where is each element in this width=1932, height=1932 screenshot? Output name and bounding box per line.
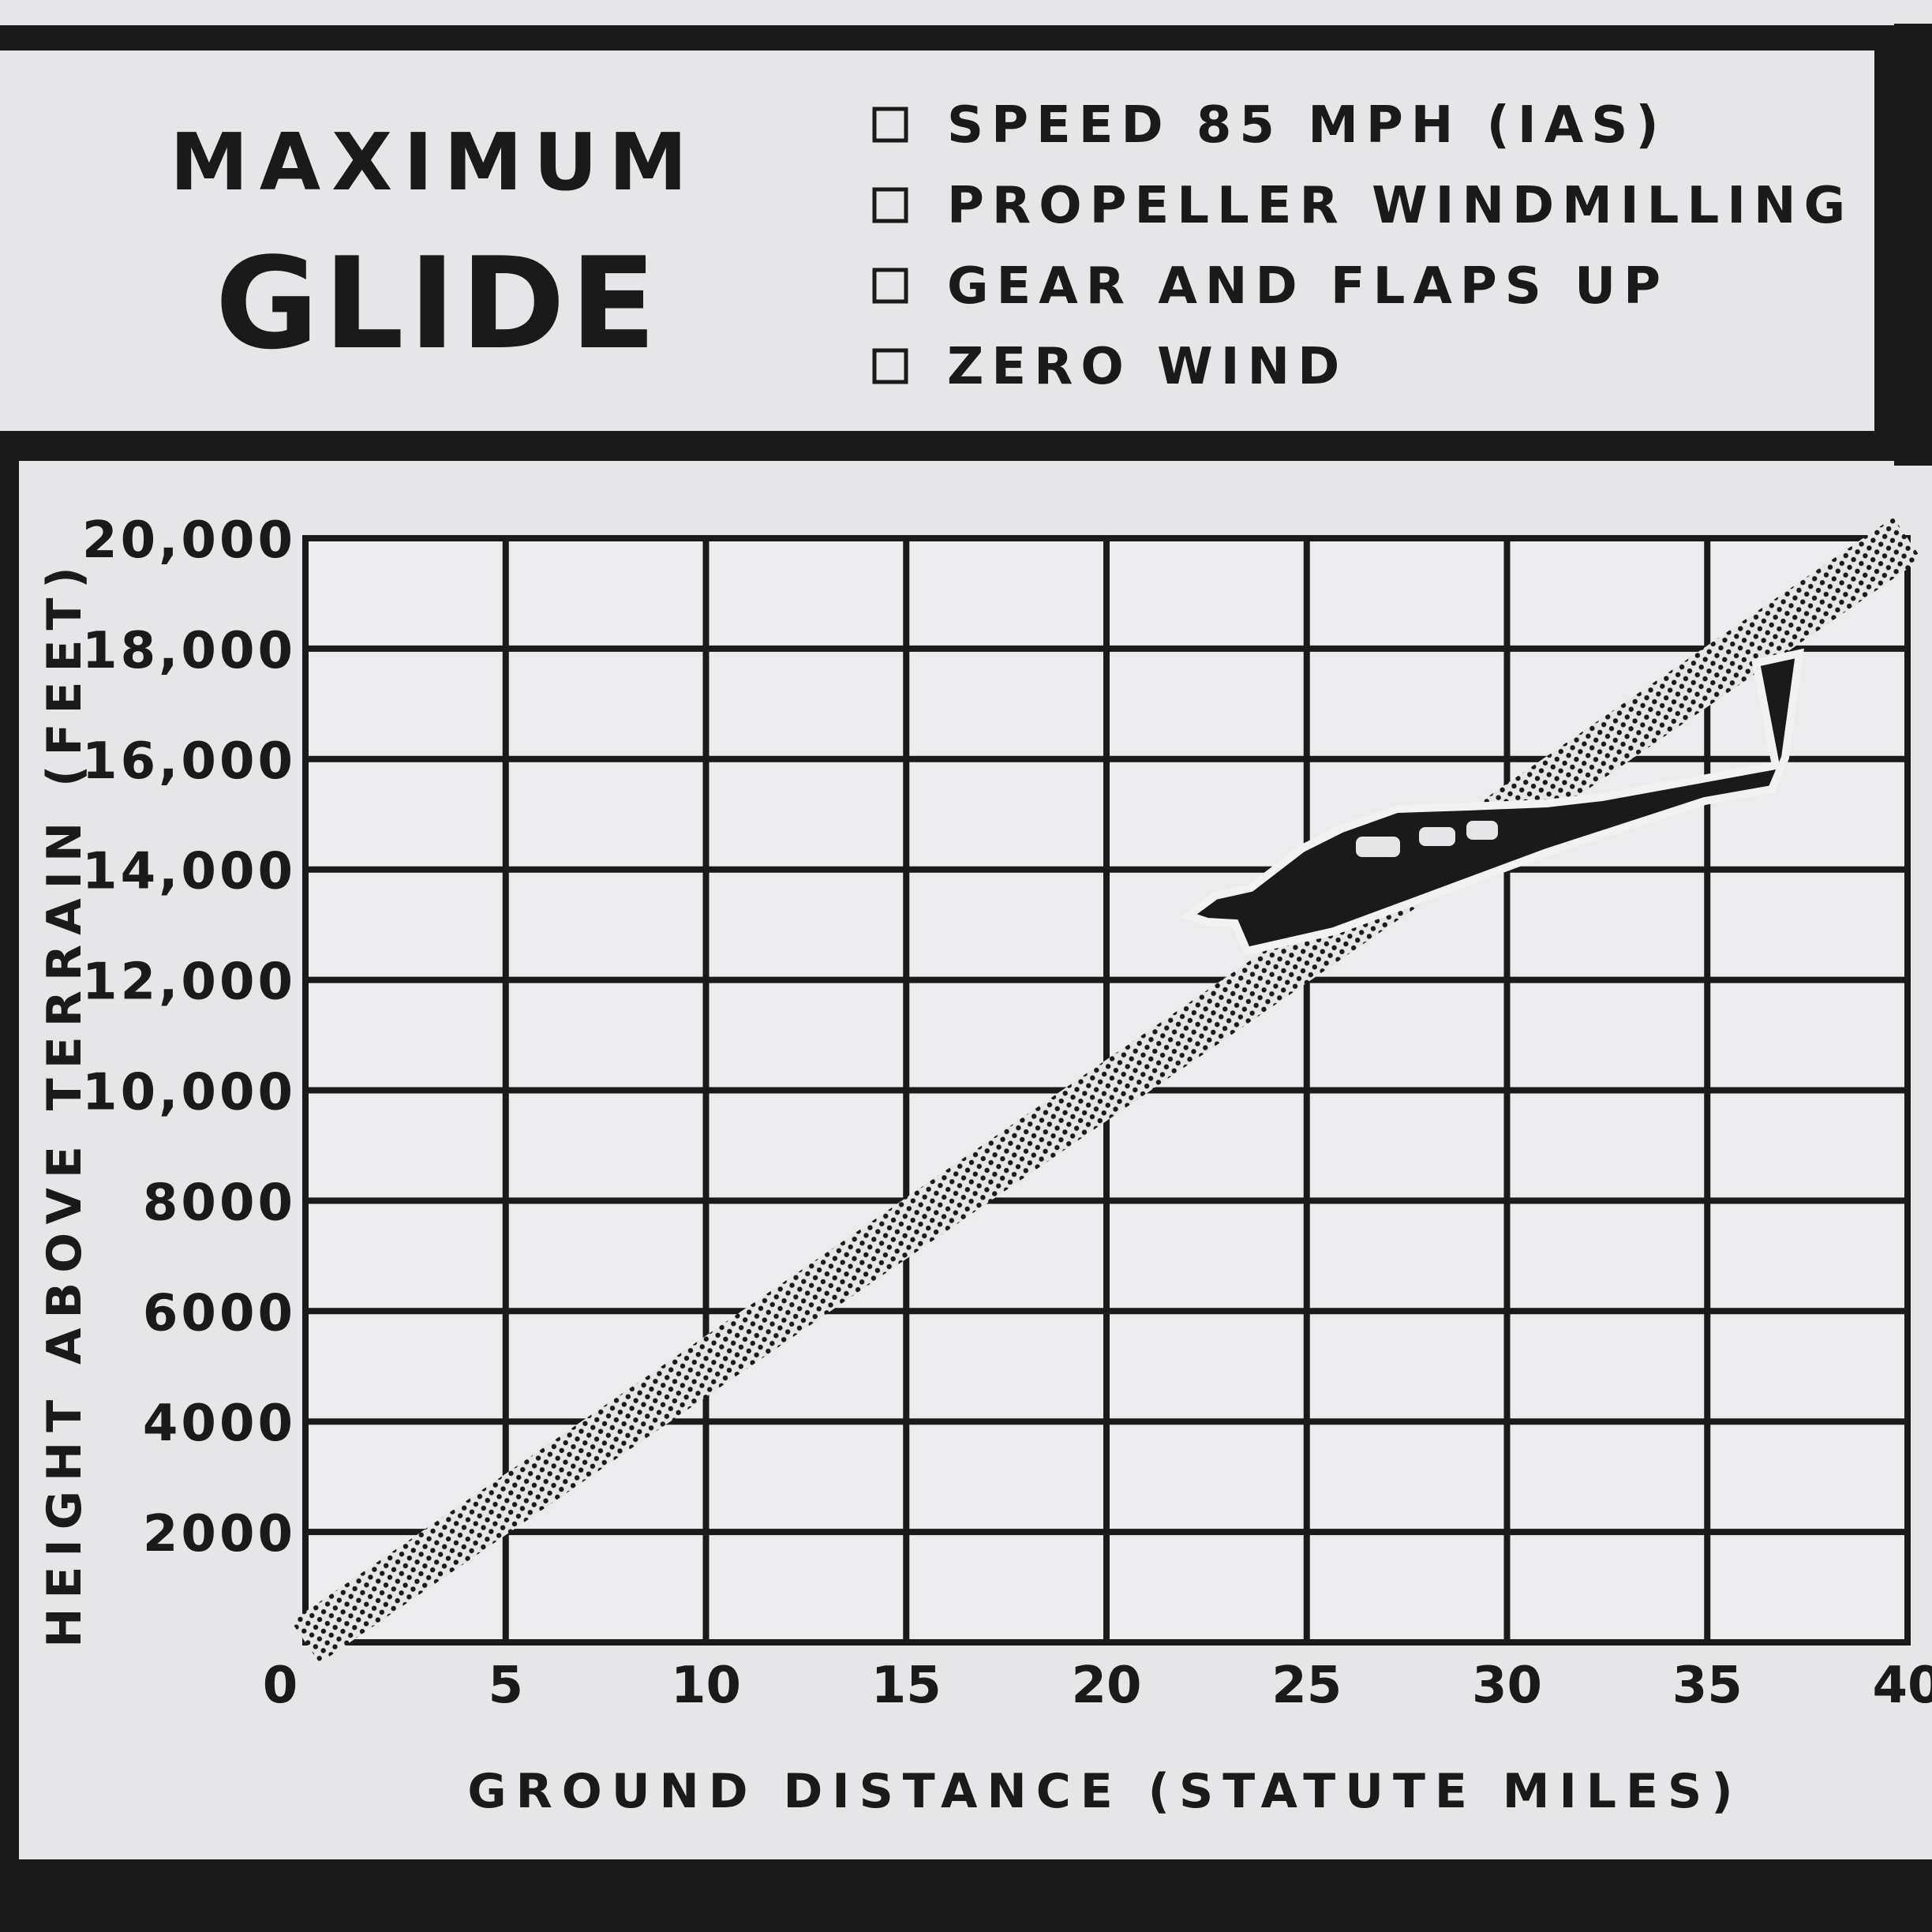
x-tick-label: 40	[1872, 1657, 1932, 1715]
glide-band	[290, 517, 1923, 1664]
x-tick-label: 15	[871, 1657, 942, 1715]
y-tick-label: 12,000	[82, 953, 296, 1012]
checkbox	[872, 268, 908, 304]
y-axis-title: HEIGHT ABOVE TERRAIN (FEET)	[37, 557, 92, 1648]
x-tick-label: 10	[671, 1657, 741, 1715]
x-tick-label: 25	[1271, 1657, 1342, 1715]
x-tick-label: 35	[1672, 1657, 1743, 1715]
y-tick-label: 18,000	[82, 622, 296, 680]
airplane-window	[1419, 827, 1455, 846]
y-tick-label: 6000	[143, 1284, 296, 1342]
airplane-window	[1356, 837, 1400, 857]
checkbox	[872, 107, 908, 143]
y-tick-label: 8000	[143, 1174, 296, 1232]
condition-list: SPEED 85 MPH (IAS) PROPELLER WINDMILLING G…	[872, 96, 1853, 396]
plot: 2000 4000 6000 8000 10,000 12,000 14,000 16,000…	[82, 511, 1932, 1715]
x-tick-label: 5	[488, 1657, 523, 1715]
y-tick-label: 10,000	[82, 1064, 296, 1122]
y-tick-label: 20,000	[82, 511, 296, 570]
bottom-band	[0, 1863, 1932, 1932]
x-axis-title: GROUND DISTANCE (STATUTE MILES)	[467, 1764, 1742, 1819]
airplane	[1180, 648, 1804, 956]
condition: PROPELLER WINDMILLING	[947, 177, 1853, 235]
x-tick-label: 20	[1071, 1657, 1141, 1715]
x-tick-label: 0	[263, 1657, 298, 1715]
title-line-2: GLIDE	[215, 230, 661, 377]
condition: ZERO WIND	[947, 338, 1347, 396]
airplane-window	[1466, 821, 1498, 840]
x-tick-label: 30	[1472, 1657, 1542, 1715]
checkbox	[872, 348, 908, 384]
y-tick-label: 4000	[143, 1395, 296, 1453]
plot-border	[302, 535, 1911, 1646]
condition: SPEED 85 MPH (IAS)	[947, 96, 1667, 155]
y-tick-label: 14,000	[82, 843, 296, 901]
title-line-1: MAXIMUM	[170, 116, 698, 208]
y-tick-label: 2000	[143, 1505, 296, 1563]
checkbox	[872, 187, 908, 223]
y-tick-label: 16,000	[82, 732, 296, 791]
header-edge	[1894, 24, 1932, 466]
condition: GEAR AND FLAPS UP	[947, 257, 1668, 316]
